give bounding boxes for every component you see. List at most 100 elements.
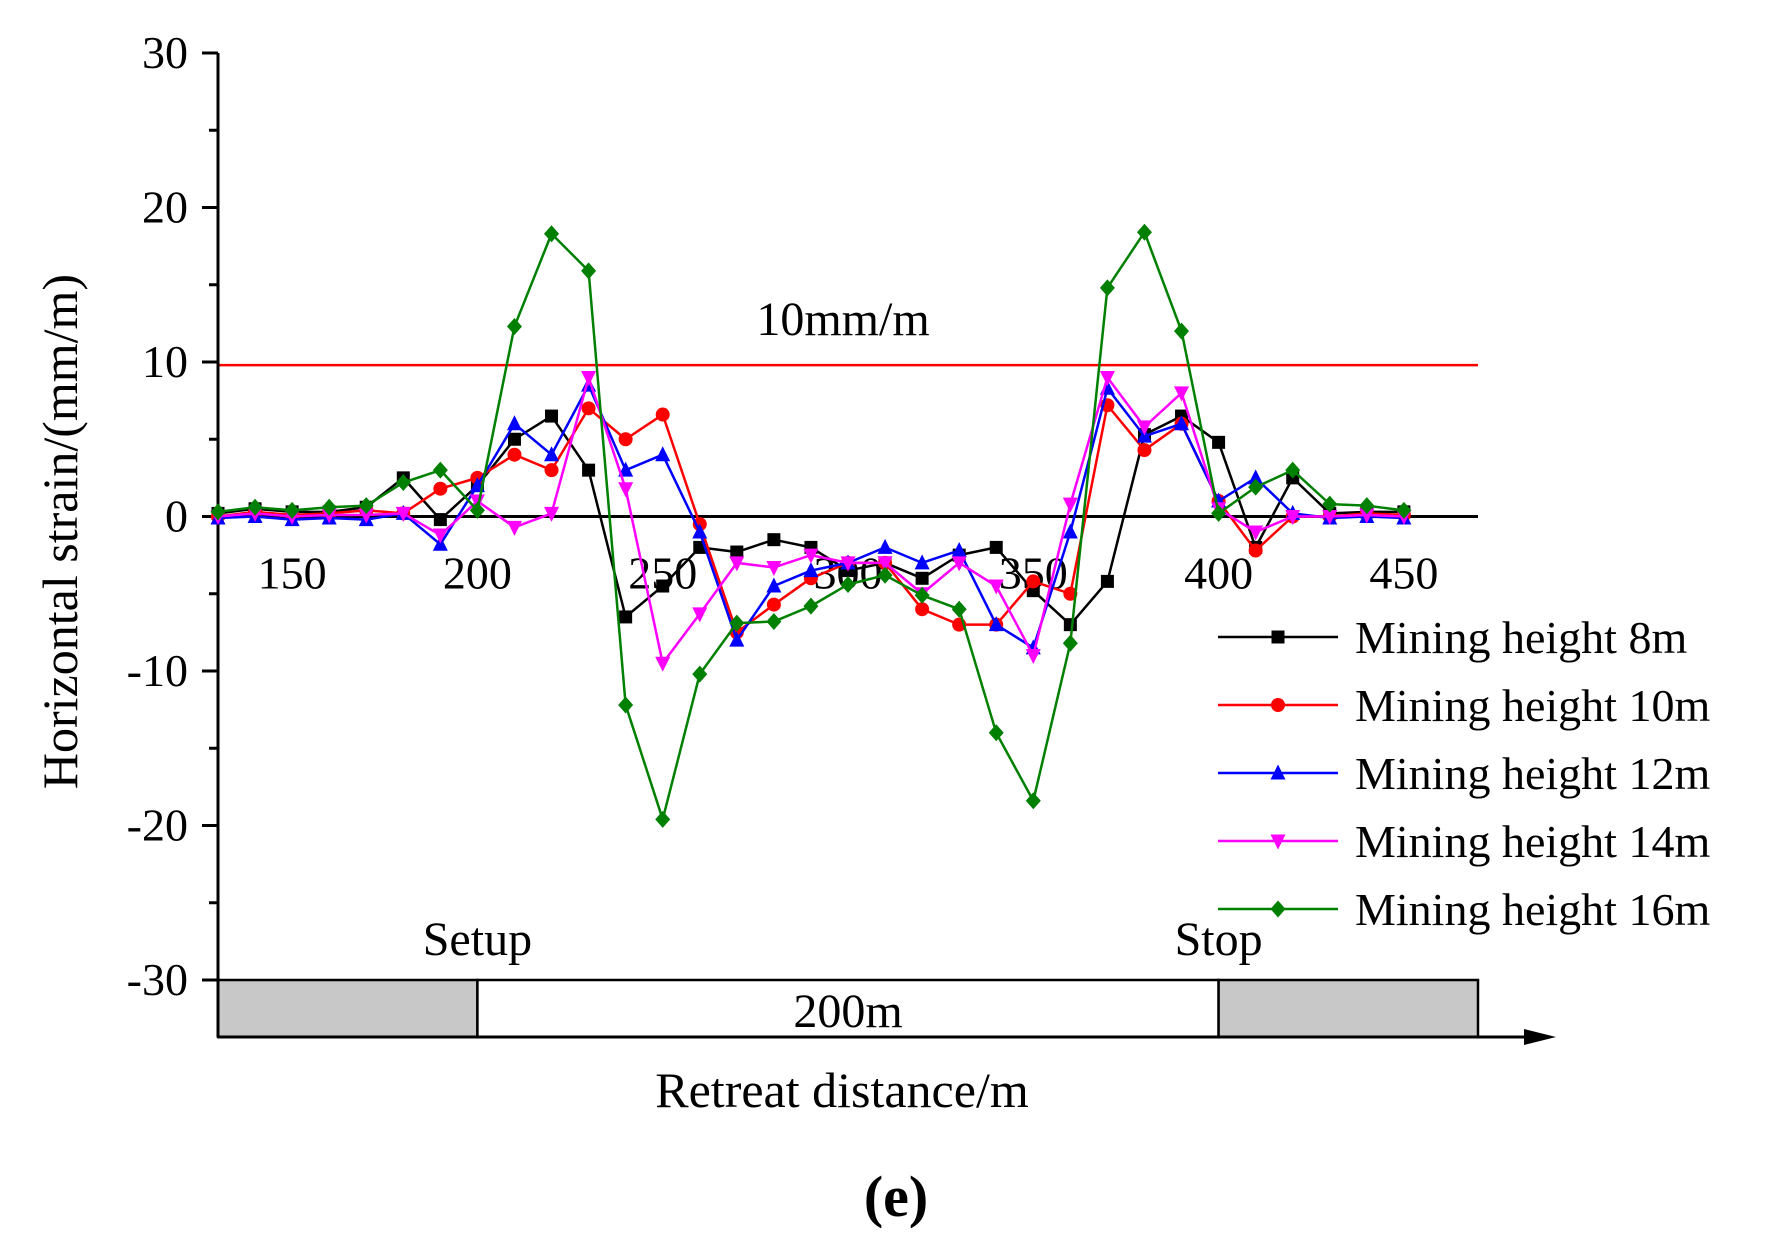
data-point — [1136, 223, 1152, 241]
legend-marker — [1270, 834, 1286, 850]
legend-marker — [1271, 698, 1285, 712]
data-point — [989, 540, 1003, 554]
x-tick-label: 400 — [1184, 548, 1253, 599]
data-point — [1285, 510, 1301, 525]
data-point — [432, 528, 448, 544]
data-point — [951, 556, 967, 572]
data-point — [655, 656, 671, 672]
data-point — [767, 533, 781, 547]
data-point — [692, 665, 708, 683]
data-point — [729, 631, 745, 647]
data-point — [692, 607, 708, 623]
x-tick-label: 450 — [1369, 548, 1438, 599]
legend-label: Mining height 8m — [1355, 612, 1687, 663]
data-point — [1211, 504, 1227, 522]
data-point — [877, 556, 893, 572]
data-point — [1063, 618, 1077, 632]
data-point — [321, 508, 337, 524]
data-point — [507, 432, 521, 446]
legend-item: Mining height 8m — [1218, 612, 1687, 663]
data-point — [358, 508, 374, 524]
data-point — [545, 409, 559, 423]
legend-item: Mining height 10m — [1218, 680, 1710, 731]
legend-label: Mining height 12m — [1355, 748, 1710, 799]
series-line — [217, 376, 1404, 665]
text-group: Setup Stop 200m 10mm/m Retreat distance/m Hor… — [32, 274, 1263, 1229]
data-point — [988, 616, 1004, 632]
data-point — [803, 548, 819, 564]
legend-item: Mining height 14m — [1218, 816, 1710, 867]
data-point — [840, 556, 856, 572]
data-point — [544, 225, 560, 243]
data-point — [692, 523, 708, 539]
data-point — [1025, 649, 1041, 665]
series-4 — [210, 370, 1412, 672]
data-point — [1063, 586, 1078, 601]
legend-label: Mining height 16m — [1355, 884, 1710, 935]
data-point — [581, 262, 597, 280]
data-point — [1099, 279, 1115, 297]
data-point — [766, 560, 782, 576]
data-point — [1174, 415, 1190, 431]
data-point — [544, 463, 559, 478]
data-point — [618, 696, 634, 714]
data-point — [1174, 322, 1190, 340]
data-point — [358, 497, 374, 515]
legend-marker — [1270, 900, 1286, 918]
legend-marker — [1271, 630, 1285, 644]
data-point — [506, 520, 522, 536]
data-point — [840, 575, 856, 593]
setup-label: Setup — [423, 913, 532, 966]
data-point — [1396, 501, 1412, 519]
data-point — [210, 503, 226, 521]
legend-marker — [1270, 764, 1286, 780]
data-point — [1359, 497, 1375, 515]
stop-label: Stop — [1175, 913, 1263, 966]
y-tick-label: -30 — [127, 954, 188, 1005]
data-point — [1285, 461, 1301, 479]
data-point — [581, 401, 596, 416]
data-point — [655, 810, 671, 828]
data-point — [544, 506, 560, 522]
data-point — [1248, 478, 1264, 496]
data-point — [321, 498, 337, 516]
data-point — [1100, 574, 1114, 588]
data-point — [766, 577, 782, 593]
y-axis-title: Horizontal strain/(mm/m) — [32, 274, 88, 789]
data-point — [1025, 792, 1041, 810]
x-tick-label: 200 — [443, 548, 512, 599]
panel-right-coal — [1217, 978, 1480, 1039]
data-point — [1062, 523, 1078, 539]
data-point — [951, 541, 967, 557]
data-point — [1136, 420, 1152, 436]
data-point — [1174, 386, 1190, 402]
panel-bar-group — [216, 978, 1480, 1039]
panel-label: (e) — [864, 1164, 928, 1229]
data-point — [1062, 634, 1078, 652]
data-point — [247, 498, 263, 516]
data-point — [506, 317, 522, 335]
legend-item: Mining height 12m — [1218, 748, 1710, 799]
x-axis-arrowhead — [1524, 1029, 1556, 1045]
data-point — [619, 610, 633, 624]
data-point — [655, 407, 670, 422]
data-point — [803, 597, 819, 615]
legend-item: Mining height 16m — [1218, 884, 1710, 935]
y-tick-label: 0 — [165, 491, 188, 542]
data-point — [915, 602, 930, 617]
data-point — [1137, 443, 1152, 458]
data-point — [1248, 469, 1264, 485]
data-point — [433, 481, 448, 496]
legend-label: Mining height 10m — [1355, 680, 1710, 731]
data-point — [988, 724, 1004, 742]
data-point — [729, 556, 745, 572]
y-tick-label: -10 — [127, 645, 188, 696]
y-tick-label: 30 — [142, 27, 188, 78]
data-point — [1359, 508, 1375, 524]
data-point — [729, 614, 745, 632]
legend-label: Mining height 14m — [1355, 816, 1710, 867]
data-point — [915, 571, 929, 585]
data-point — [951, 600, 967, 618]
